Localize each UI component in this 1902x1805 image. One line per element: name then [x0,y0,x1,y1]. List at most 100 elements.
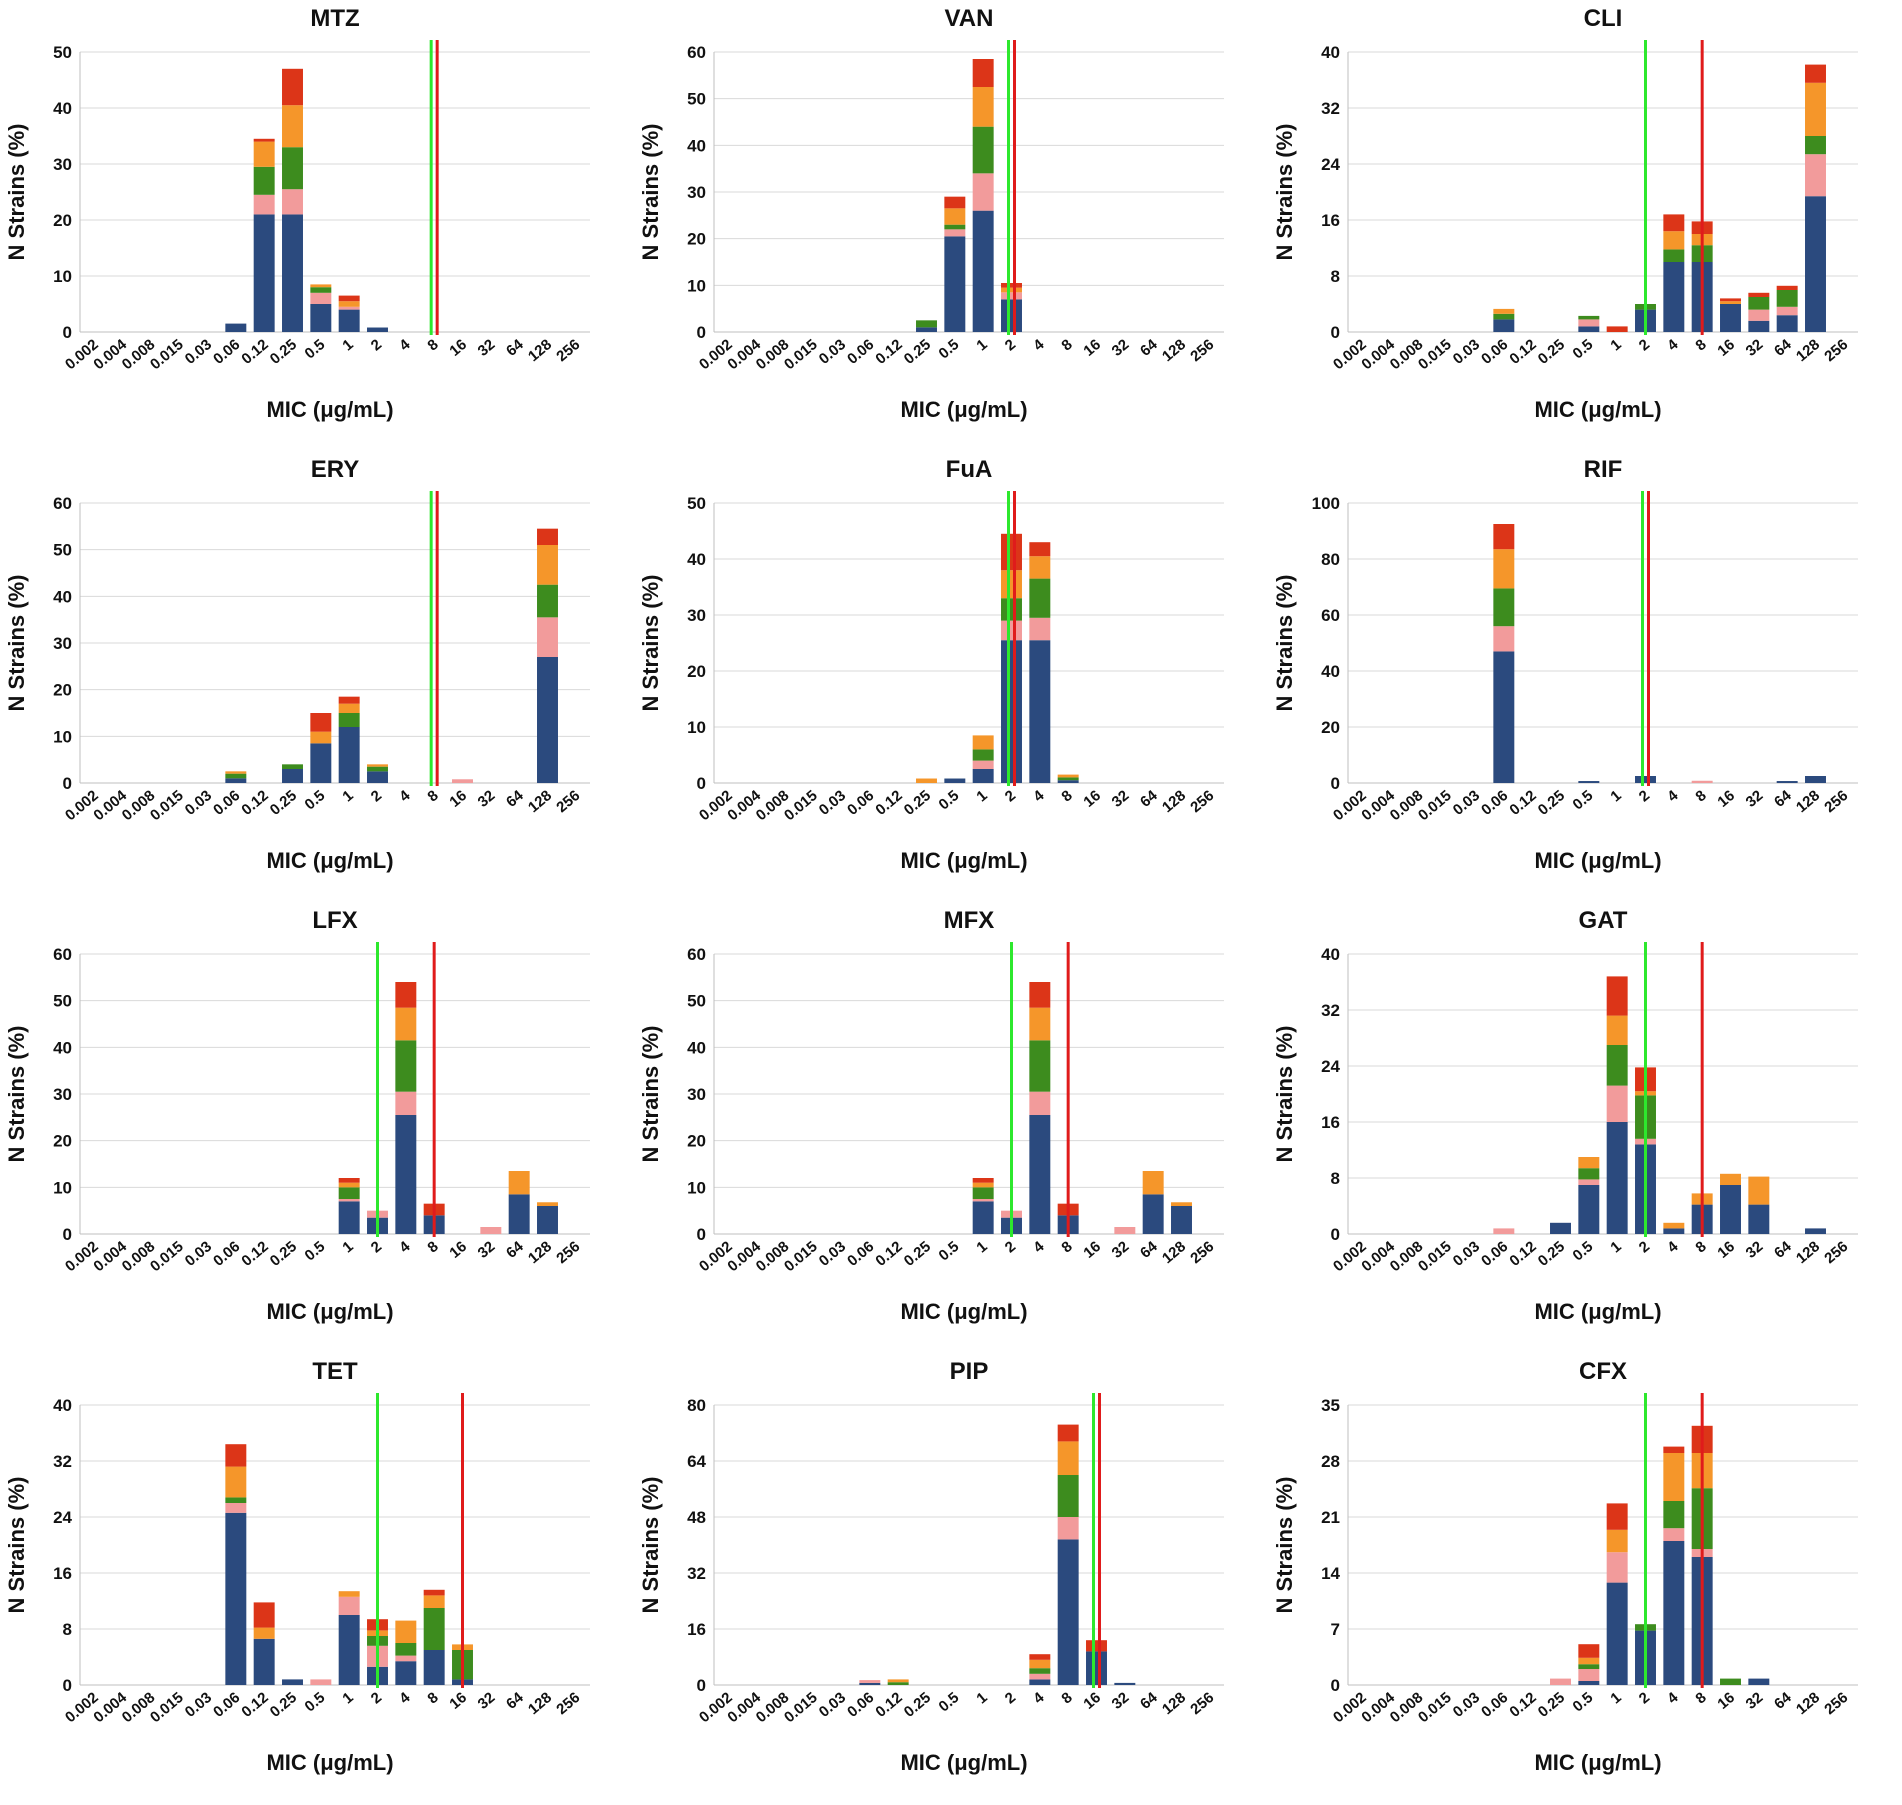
bar-segment [282,764,303,769]
x-axis-label: MIC (μg/mL) [1534,848,1661,873]
chart-svg: RIF0204060801000.0020.0040.0080.0150.030… [1272,456,1858,873]
bar-segment [282,769,303,783]
y-tick-label: 16 [1321,211,1340,230]
bar-segment [1748,292,1770,297]
x-tick-label: 0.12 [1506,787,1539,819]
bar-segment [1550,1222,1571,1234]
x-tick-label: 16 [446,787,470,811]
bar-segment [1663,1228,1685,1234]
x-tick-label: 32 [475,787,499,811]
x-axis-label: MIC (μg/mL) [266,1750,393,1775]
y-tick-label: 50 [53,541,72,560]
y-tick-label: 60 [687,43,706,62]
bar-segment [1776,315,1798,332]
bar-segment [972,173,994,211]
y-tick-label: 20 [53,681,72,700]
x-tick-label: 0.5 [935,1689,962,1715]
chart-svg: CFX07142128350.0020.0040.0080.0150.030.0… [1272,1358,1858,1775]
bar-segment [310,287,332,293]
bar-segment [1578,319,1600,327]
bar-segment [338,301,360,307]
x-tick-label: 0.03 [182,1689,215,1721]
bar-segment [1606,1503,1628,1530]
bar-segment [1029,1673,1051,1680]
x-tick-label: 256 [1187,787,1217,816]
chart-svg: CLI08162432400.0020.0040.0080.0150.030.0… [1272,5,1858,422]
y-tick-label: 50 [687,494,706,513]
bar-segment [423,1608,445,1650]
bar-segment [1493,549,1515,589]
bar-segment [282,147,303,190]
bar-segment [253,141,275,167]
bar-segment [1805,1228,1826,1234]
bar-segment [1635,776,1656,783]
bar-segment [225,323,247,332]
x-axis-label: MIC (μg/mL) [1534,1299,1661,1324]
y-tick-label: 30 [687,1085,706,1104]
y-tick-label: 7 [1331,1620,1340,1639]
y-tick-label: 24 [1321,155,1340,174]
x-tick-label: 16 [1080,1689,1104,1713]
x-tick-label: 0.5 [1569,336,1596,362]
x-tick-label: 128 [1159,1238,1189,1267]
bar-segment [1001,640,1022,783]
x-tick-label: 1 [339,336,356,354]
y-tick-label: 80 [1321,550,1340,569]
x-tick-label: 1 [973,336,990,354]
y-tick-label: 60 [53,494,72,513]
x-tick-label: 256 [1187,1238,1217,1267]
y-tick-label: 20 [687,662,706,681]
x-tick-label: 16 [446,1689,470,1713]
bar-segment [338,703,360,713]
bar-segment [1578,1185,1600,1234]
bar-segment [225,1466,247,1498]
y-tick-label: 8 [1331,267,1340,286]
bar-segment [310,304,332,332]
x-tick-label: 1 [339,1238,356,1256]
bar-segment [1029,1659,1051,1669]
x-tick-label: 2 [1636,336,1653,354]
bar-segment [972,126,994,174]
bar-segment [1029,1115,1051,1234]
bar-segment [1493,1228,1515,1234]
bar-segment [1029,1007,1051,1041]
x-tick-label: 1 [1607,1689,1624,1707]
bar-segment [1493,524,1515,550]
bar-segment [1029,1679,1051,1685]
bar-segment [1776,306,1798,316]
y-tick-label: 0 [1331,774,1340,793]
bar-segment [972,1182,994,1188]
x-tick-label: 0.12 [1506,1238,1539,1270]
x-tick-label: 128 [525,1689,555,1718]
chart-title: FuA [946,456,993,483]
y-tick-label: 16 [1321,1113,1340,1132]
bar-segment [1029,1040,1051,1092]
x-tick-label: 4 [1664,1238,1682,1257]
bar-segment [395,982,417,1008]
x-tick-label: 2 [1636,1689,1653,1707]
chart-panel-ery: ERY 0 10 20 30 40 50 60 0.002 0.004 0.008 0.015 0.03… [0,451,634,902]
x-tick-label: 16 [1080,336,1104,360]
x-tick-label: 4 [1030,1689,1048,1708]
bar-segment [537,545,558,585]
bar-segment [508,1171,530,1195]
x-axis-label: MIC (μg/mL) [266,1299,393,1324]
x-tick-label: 2 [1002,787,1019,805]
x-tick-label: 0.06 [844,336,877,368]
bar-segment [395,1620,417,1643]
x-tick-label: 8 [1692,336,1709,354]
bar-segment [1142,1194,1164,1234]
y-tick-label: 20 [53,1132,72,1151]
x-tick-label: 64 [1771,787,1795,811]
bar-segment [1171,1202,1192,1206]
chart-title: CLI [1584,5,1623,32]
bar-segment [916,778,937,783]
x-tick-label: 256 [1821,336,1851,365]
bar-segment [1493,588,1515,627]
bar-segment [1029,542,1051,557]
x-tick-label: 0.12 [238,1689,271,1721]
x-tick-label: 2 [1636,1238,1653,1256]
y-tick-label: 40 [53,99,72,118]
bar-segment [944,208,966,225]
